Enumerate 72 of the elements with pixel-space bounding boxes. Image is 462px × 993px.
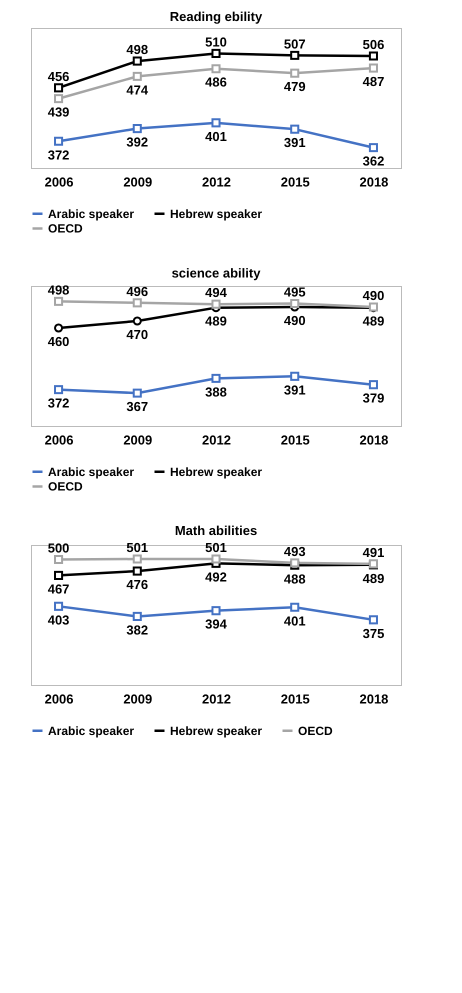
x-tick-label: 2006 <box>44 174 74 190</box>
x-tick-label: 2015 <box>280 692 310 706</box>
data-label: 491 <box>362 544 384 560</box>
data-label: 489 <box>205 314 227 329</box>
legend-label: Hebrew speaker <box>170 464 262 479</box>
data-label: 490 <box>284 313 306 328</box>
data-label: 490 <box>362 288 384 303</box>
data-label: 456 <box>48 68 70 84</box>
data-label: 394 <box>205 616 228 632</box>
data-label: 501 <box>126 540 148 555</box>
data-label: 403 <box>48 612 70 628</box>
data-label: 372 <box>48 396 70 411</box>
data-label: 510 <box>205 34 227 50</box>
data-label: 467 <box>48 581 70 596</box>
data-label: 401 <box>284 613 306 628</box>
x-tick-label: 2009 <box>123 432 152 448</box>
chart-title: Math abilities <box>174 523 258 538</box>
data-label: 391 <box>284 382 306 398</box>
data-label: 362 <box>362 154 384 169</box>
data-label: 493 <box>284 544 306 559</box>
data-label: 476 <box>126 577 148 592</box>
legend-label: Hebrew speaker <box>170 206 262 221</box>
legend-label: OECD <box>48 222 84 236</box>
x-tick-label: 2006 <box>44 432 74 448</box>
data-label: 474 <box>126 82 149 98</box>
data-label: 494 <box>205 285 228 300</box>
data-label: 501 <box>205 540 227 555</box>
legend-label: Arabic speaker <box>48 724 134 738</box>
x-tick-label: 2018 <box>359 692 388 706</box>
legend-label: Arabic speaker <box>48 206 134 221</box>
x-tick-label: 2018 <box>359 432 388 448</box>
data-label: 379 <box>362 390 384 406</box>
data-label: 496 <box>126 284 148 299</box>
x-tick-label: 2015 <box>280 174 310 190</box>
chart-title: Reading ebility <box>170 9 263 24</box>
data-label: 479 <box>284 79 306 94</box>
data-label: 500 <box>48 540 70 556</box>
data-label: 495 <box>284 284 306 300</box>
data-label: 498 <box>126 42 148 58</box>
data-label: 367 <box>126 399 148 414</box>
data-label: 492 <box>205 569 227 584</box>
data-label: 391 <box>284 135 306 150</box>
data-label: 470 <box>126 327 148 342</box>
x-tick-label: 2006 <box>44 692 74 706</box>
data-label: 487 <box>362 74 384 90</box>
x-tick-label: 2009 <box>123 692 152 706</box>
x-tick-label: 2012 <box>202 692 231 706</box>
data-label: 372 <box>48 147 70 162</box>
x-tick-label: 2012 <box>202 174 231 190</box>
data-label: 488 <box>284 571 306 586</box>
data-label: 498 <box>48 282 70 298</box>
legend-label: OECD <box>298 724 334 738</box>
data-label: 388 <box>205 384 227 400</box>
data-label: 401 <box>205 128 227 144</box>
legend-label: OECD <box>48 480 84 494</box>
legend-label: Arabic speaker <box>48 464 134 479</box>
data-label: 375 <box>362 626 384 641</box>
legend-label: Hebrew speaker <box>170 724 262 738</box>
data-label: 507 <box>284 36 306 52</box>
data-label: 489 <box>362 314 384 329</box>
data-label: 506 <box>362 37 384 52</box>
data-label: 392 <box>126 134 148 150</box>
x-tick-label: 2012 <box>202 432 231 448</box>
data-label: 382 <box>126 622 148 638</box>
data-label: 439 <box>48 104 70 120</box>
data-label: 489 <box>362 570 384 586</box>
x-tick-label: 2018 <box>359 174 388 190</box>
x-tick-label: 2015 <box>280 432 310 448</box>
data-label: 486 <box>205 74 227 90</box>
data-label: 460 <box>48 334 70 349</box>
chart-title: science ability <box>172 265 262 280</box>
x-tick-label: 2009 <box>123 174 152 190</box>
